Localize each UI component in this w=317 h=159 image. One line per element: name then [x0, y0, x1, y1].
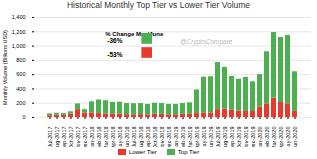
- svg-text:Jun-2019: Jun-2019: [208, 127, 214, 148]
- svg-text:Mar-2019: Mar-2019: [187, 127, 193, 148]
- svg-text:Feb-2018: Feb-2018: [96, 127, 102, 148]
- svg-text:May-2020: May-2020: [285, 127, 291, 148]
- svg-text:Mar-2020: Mar-2020: [271, 127, 277, 148]
- svg-text:Aug-2019: Aug-2019: [222, 127, 228, 148]
- svg-text:Monthly Volume (Billions USD): Monthly Volume (Billions USD): [2, 30, 8, 105]
- svg-text:200: 200: [16, 100, 25, 106]
- svg-text:-53%: -53%: [107, 51, 122, 58]
- svg-text:-36%: -36%: [107, 37, 122, 44]
- svg-text:Jan-2019: Jan-2019: [173, 127, 179, 148]
- svg-text:Apr-2018: Apr-2018: [110, 127, 116, 148]
- svg-text:% Change May/June: % Change May/June: [105, 31, 164, 37]
- svg-text:Jul-2018: Jul-2018: [131, 127, 137, 148]
- svg-text:Oct-2018: Oct-2018: [152, 127, 158, 148]
- svg-text:Feb-2019: Feb-2019: [180, 127, 186, 148]
- svg-text:Jan-2020: Jan-2020: [257, 127, 263, 148]
- svg-text:Sep-2019: Sep-2019: [229, 127, 235, 148]
- svg-text:Apr-2020: Apr-2020: [278, 127, 284, 148]
- svg-text:Mar-2018: Mar-2018: [103, 127, 109, 148]
- svg-text:Nov-2019: Nov-2019: [243, 127, 249, 148]
- svg-text:Jun-2018: Jun-2018: [124, 127, 130, 148]
- svg-text:Nov-2017: Nov-2017: [75, 127, 81, 148]
- svg-text:Aug-2018: Aug-2018: [138, 127, 144, 148]
- svg-text:Nov-2018: Nov-2018: [159, 127, 165, 148]
- svg-text:Dec-2019: Dec-2019: [250, 127, 256, 148]
- svg-text:@CryptoCompare: @CryptoCompare: [180, 38, 233, 46]
- svg-text:800: 800: [16, 57, 25, 63]
- svg-text:Jan-2018: Jan-2018: [89, 127, 95, 148]
- svg-text:Aug-2017: Aug-2017: [54, 127, 60, 148]
- svg-text:Apr-2019: Apr-2019: [194, 127, 200, 148]
- svg-text:Sep-2017: Sep-2017: [61, 127, 67, 148]
- svg-text:Sep-2018: Sep-2018: [145, 127, 151, 148]
- svg-text:Oct-2019: Oct-2019: [236, 127, 242, 148]
- svg-text:1,400: 1,400: [12, 14, 26, 20]
- html-text:Historical Monthly Top Tier vs: Historical Monthly Top Tier vs Lower Tie…: [66, 0, 251, 10]
- svg-text:Jul-2017: Jul-2017: [47, 127, 53, 148]
- svg-text:Oct-2017: Oct-2017: [68, 127, 74, 148]
- svg-text:1,200: 1,200: [12, 29, 26, 35]
- html-text:Lower Tier: Lower Tier: [128, 149, 157, 155]
- svg-text:Dec-2017: Dec-2017: [82, 127, 88, 148]
- svg-text:0: 0: [22, 114, 25, 120]
- svg-text:400: 400: [16, 86, 25, 92]
- svg-text:May-2018: May-2018: [117, 127, 123, 148]
- svg-text:May-2019: May-2019: [201, 127, 207, 148]
- svg-text:Dec-2018: Dec-2018: [166, 127, 172, 148]
- svg-text:600: 600: [16, 71, 25, 77]
- html-text:Top Tier: Top Tier: [177, 149, 200, 155]
- svg-text:Feb-2020: Feb-2020: [264, 127, 270, 148]
- svg-text:Jun-2020: Jun-2020: [292, 127, 298, 148]
- svg-text:1,000: 1,000: [12, 43, 26, 49]
- svg-text:Jul-2019: Jul-2019: [215, 127, 221, 148]
